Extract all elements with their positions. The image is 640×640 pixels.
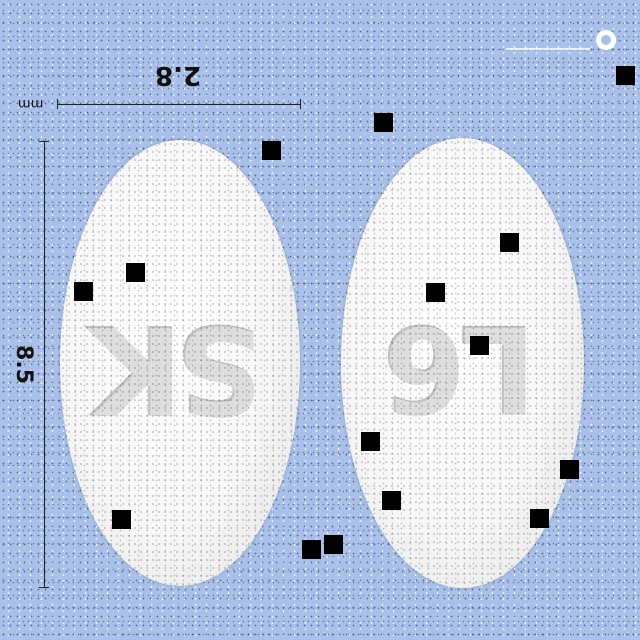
noise-square [426, 283, 445, 302]
width-dimension-line [57, 104, 300, 105]
noise-square [374, 113, 393, 132]
height-dimension-line [44, 141, 45, 587]
logo-icon [596, 30, 616, 50]
noise-square [126, 263, 145, 282]
pill-right: L6 [341, 138, 584, 588]
pill-right-imprint: L6 [388, 298, 537, 437]
noise-square [530, 509, 549, 528]
width-dimension-tick-left [57, 99, 58, 109]
noise-square [470, 336, 489, 355]
noise-square [361, 432, 380, 451]
noise-square [324, 535, 343, 554]
noise-square [302, 540, 321, 559]
pill-left: SK [60, 140, 300, 586]
unit-label: mm [18, 96, 44, 111]
width-dimension-tick-right [300, 99, 301, 109]
height-dimension-tick-bottom [39, 587, 49, 588]
noise-square [112, 510, 131, 529]
height-dimension-label: 8.5 [10, 345, 36, 384]
width-dimension-label: 2.8 [155, 60, 202, 90]
noise-square [500, 233, 519, 252]
pill-left-imprint: SK [96, 298, 264, 440]
noise-square [74, 282, 93, 301]
noise-square [616, 66, 635, 85]
noise-square [262, 141, 281, 160]
logo-bar [506, 48, 590, 50]
source-logo [506, 20, 616, 54]
height-dimension-tick-top [39, 141, 49, 142]
noise-square [560, 460, 579, 479]
noise-square [382, 491, 401, 510]
